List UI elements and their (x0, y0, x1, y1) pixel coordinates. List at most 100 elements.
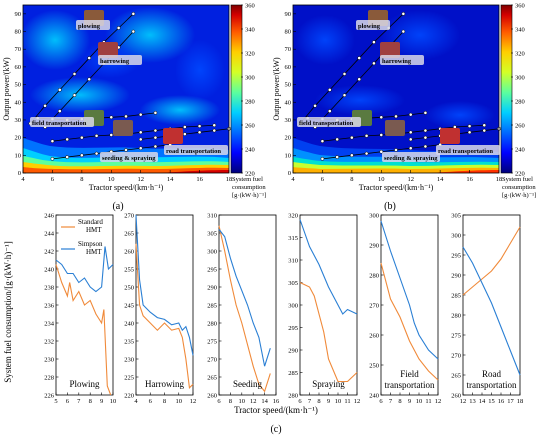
series-line-standard-hmt (135, 243, 194, 389)
legend-label: Standard (78, 218, 103, 226)
x-tick-label: 6 (149, 398, 153, 405)
y-tick-label: 290 (451, 272, 461, 279)
y-tick-label: 270 (124, 212, 134, 219)
operation-point (183, 125, 187, 129)
series-line-simpson-hmt (299, 219, 358, 315)
y-tick-label: 250 (369, 362, 379, 369)
operation-point (350, 135, 354, 140)
operation-point (335, 155, 339, 159)
subplot-spraying: 6 7 8 9 10 11 12 280 285 290 295 300 305 310 315 320 Spr… (288, 212, 360, 405)
operation-point (197, 124, 202, 128)
operation-point (357, 77, 362, 82)
y-tick-label: 305 (288, 280, 298, 287)
y-tick-label: 285 (288, 370, 298, 377)
harrowing-label: harrowing (382, 58, 412, 65)
y-tick-label: 90 (15, 11, 22, 18)
operation-point (57, 109, 62, 113)
harrowing-label: harrowing (100, 58, 130, 65)
operation-point (482, 123, 487, 128)
y-tick-label: 315 (288, 235, 298, 242)
series-line-standard-hmt (55, 264, 112, 396)
plowing-label: plowing (78, 23, 101, 30)
colorbar-tick-label: 300 (245, 74, 255, 81)
y-tick-label: 295 (451, 252, 461, 259)
y-tick-label: 240 (369, 392, 379, 399)
operation-point (401, 11, 406, 16)
colorbar-b: 220 240 260 280 300 320 340 360 System fuel con… (500, 2, 536, 199)
x-tick-label: 18 (496, 176, 503, 183)
y-tick-label: 265 (124, 230, 134, 237)
x-tick-label: 8 (350, 176, 353, 183)
colorbar-label-line-1: System fuel (232, 176, 263, 183)
x-tick-label: 9 (327, 398, 330, 405)
x-tick-label: 12 (354, 398, 361, 405)
y-tick-label: 300 (369, 212, 379, 219)
x-tick-label: 13 (469, 398, 476, 405)
y-tick-label: 20 (285, 135, 292, 142)
x-tick-label: 11 (344, 398, 350, 405)
y-tick-label: 10 (285, 152, 292, 159)
operation-point (94, 151, 99, 156)
y-tick-label: 90 (285, 11, 292, 18)
operation-point (124, 148, 128, 152)
plot-frame (292, 4, 500, 174)
operation-point (357, 56, 362, 60)
y-tick-label: 228 (44, 374, 54, 381)
operation-point (467, 130, 472, 135)
subplot-title: Harrowing (145, 379, 184, 389)
y-tick-label: 225 (124, 374, 134, 381)
colorbar-tick-label: 340 (515, 26, 525, 33)
operation-point (124, 114, 128, 119)
x-tick-label: 12 (250, 398, 257, 405)
y-tick-label: 232 (44, 338, 54, 345)
operation-point (87, 77, 92, 82)
colorbar-label-line-2: consumption (502, 184, 536, 191)
x-tick-label: 8 (317, 398, 320, 405)
y-tick-label: 70 (15, 46, 22, 53)
y-tick-label: 270 (451, 352, 461, 359)
seeding-tractor-photo-icon (113, 120, 133, 136)
x-tick-label: 8 (80, 176, 83, 183)
colorbar-tick-label: 240 (515, 146, 525, 153)
x-tick-label: 8 (163, 398, 166, 405)
field-transportation-label: field transportation (299, 120, 354, 127)
x-tick-label: 7 (389, 398, 393, 405)
operation-point (423, 128, 428, 133)
y-tick-label: 235 (124, 338, 134, 345)
series-line-simpson-hmt (55, 246, 114, 293)
y-tick-label: 246 (44, 212, 55, 219)
operation-point (72, 93, 77, 98)
x-tick-label: 8 (89, 398, 92, 405)
operation-annotations-a: plowing harrowing field transportation s… (30, 10, 228, 162)
operation-point (212, 128, 217, 133)
x-tick-label: 8 (229, 398, 232, 405)
subplot-plowing: 5 6 7 8 9 10 226 228 230 232 234 236 238 240 242 244 246… (44, 212, 116, 405)
colorbar-a: 220 240 260 280 300 320 340 360 System fuel con… (230, 2, 266, 199)
colorbar-tick-label: 260 (245, 122, 255, 129)
series-line-simpson-hmt (462, 246, 521, 376)
y-tick-label: 238 (44, 284, 54, 291)
operation-point (423, 144, 428, 149)
plot-frame (22, 4, 230, 174)
y-tick-label: 80 (285, 29, 292, 36)
x-tick-label: 6 (51, 176, 55, 183)
y-tick-label: 260 (369, 332, 379, 339)
series-line-simpson-hmt (218, 229, 271, 367)
operation-point (408, 112, 413, 117)
y-tick-label: 270 (369, 302, 379, 309)
operation-point (320, 139, 325, 144)
colorbar-tick-label: 300 (515, 74, 525, 81)
operation-point (408, 130, 413, 135)
operation-point (327, 88, 332, 92)
subplot-seeding: 6 8 10 12 14 16 260 265 270 275 280 285 290 295 300 305… (207, 212, 280, 405)
colorbar-label-line-3: [g·(kW·h)⁻¹] (232, 192, 266, 199)
colorbar-tick-label: 280 (515, 98, 525, 105)
operation-point (313, 103, 317, 108)
panel-label-b: (b) (384, 201, 396, 212)
x-tick-label: 10 (335, 398, 342, 405)
operation-point (327, 109, 332, 113)
line-panel-c: 5 6 7 8 9 10226228230232234236238240242244246… (44, 212, 523, 405)
subplot-harrowing: 4 6 8 10 12 220 225 230 235 240 245 250 255 260 265 270… (124, 212, 196, 405)
x-tick-label: 6 (66, 398, 70, 405)
